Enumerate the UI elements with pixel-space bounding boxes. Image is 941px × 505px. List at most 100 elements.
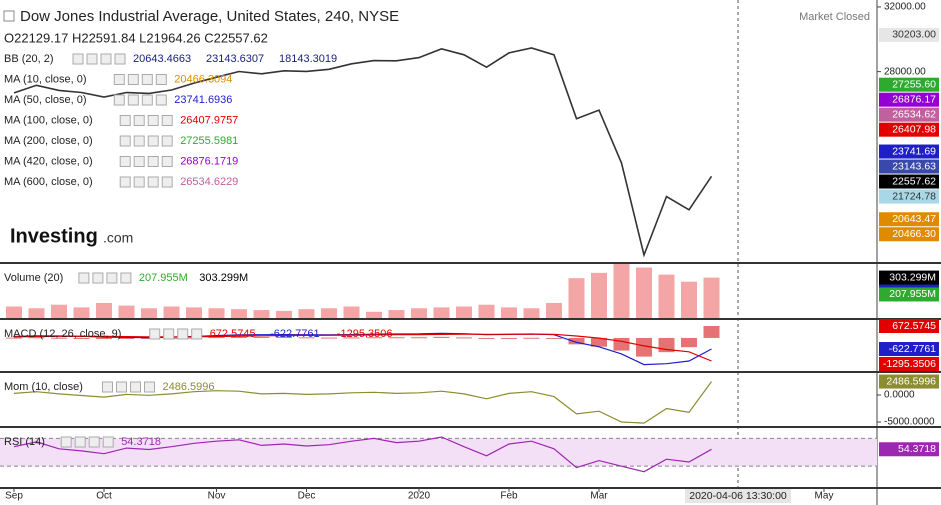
price-label bbox=[879, 77, 939, 92]
legend-name: MA (100, close, 0) bbox=[4, 114, 93, 126]
price-label-text: 207.955M bbox=[889, 288, 936, 300]
bar bbox=[568, 278, 585, 318]
price-label-text: 22557.62 bbox=[892, 175, 936, 187]
bar bbox=[208, 308, 225, 318]
bar bbox=[478, 304, 495, 318]
series-line bbox=[13, 47, 713, 258]
bar bbox=[636, 267, 652, 318]
legend-icon bbox=[92, 272, 104, 284]
bar bbox=[456, 306, 472, 318]
bar bbox=[613, 337, 630, 351]
legend-icon bbox=[120, 272, 132, 284]
legend-icon bbox=[147, 115, 159, 126]
bar bbox=[321, 337, 337, 339]
bar bbox=[186, 307, 202, 318]
bar bbox=[433, 307, 450, 318]
price-label bbox=[879, 122, 939, 137]
chart-title: Dow Jones Industrial Average, United Sta… bbox=[20, 8, 399, 25]
legend-icon bbox=[163, 328, 175, 340]
legend-icon bbox=[113, 74, 125, 85]
price-label bbox=[879, 212, 939, 227]
legend-icon bbox=[72, 53, 84, 65]
legend-icon bbox=[161, 156, 173, 167]
legend-icon bbox=[147, 135, 159, 147]
bar bbox=[6, 337, 22, 339]
price-label-text: 23741.69 bbox=[892, 145, 936, 157]
bar bbox=[276, 336, 292, 338]
legend-icon bbox=[74, 436, 86, 448]
legend-name: MA (420, close, 0) bbox=[4, 155, 93, 167]
bar bbox=[73, 337, 90, 339]
legend-icon bbox=[161, 135, 173, 147]
price-label bbox=[879, 92, 939, 107]
bar bbox=[231, 309, 247, 318]
bar bbox=[366, 337, 382, 339]
legend-value: 20643.4663 bbox=[133, 53, 191, 65]
legend-name: Volume (20) bbox=[4, 272, 63, 284]
price-label-text: 26534.62 bbox=[892, 108, 936, 120]
bar bbox=[343, 337, 360, 339]
price-label-text: 30203.00 bbox=[892, 29, 936, 41]
bar bbox=[366, 311, 382, 318]
bar bbox=[321, 308, 337, 318]
price-label-text: 20466.30 bbox=[892, 228, 936, 240]
price-label bbox=[879, 357, 939, 372]
bar bbox=[388, 337, 405, 339]
bar bbox=[51, 337, 67, 339]
price-label bbox=[879, 159, 939, 174]
legend-icon bbox=[161, 115, 173, 126]
bar bbox=[28, 308, 45, 318]
bar bbox=[96, 302, 112, 318]
series-line bbox=[13, 436, 712, 473]
legend-icon bbox=[147, 156, 159, 167]
bar bbox=[591, 272, 607, 318]
legend-value: 27255.5981 bbox=[180, 135, 238, 147]
price-label bbox=[879, 174, 939, 189]
bar bbox=[456, 337, 472, 339]
y-tick-label: 0.0000 bbox=[884, 390, 915, 401]
price-label bbox=[879, 144, 939, 159]
bar bbox=[231, 336, 247, 338]
market-status: Market Closed bbox=[799, 11, 870, 23]
legend-icon bbox=[161, 176, 173, 188]
legend-icon bbox=[133, 115, 145, 126]
legend-value: 2486.5996 bbox=[163, 381, 215, 393]
price-label bbox=[879, 287, 939, 302]
bar bbox=[523, 308, 540, 318]
bar bbox=[658, 274, 675, 318]
bar bbox=[118, 305, 135, 318]
legend-value: 26876.1719 bbox=[180, 155, 238, 167]
legend-icon bbox=[119, 176, 131, 188]
price-label bbox=[879, 342, 939, 357]
bar bbox=[298, 337, 315, 339]
bar bbox=[51, 304, 67, 318]
y-tick-label: 32000.00 bbox=[884, 2, 926, 13]
price-label bbox=[879, 27, 939, 42]
bar bbox=[501, 337, 517, 339]
legend-icon bbox=[106, 272, 118, 284]
legend-name: MA (200, close, 0) bbox=[4, 135, 93, 147]
bar bbox=[118, 337, 135, 339]
legend-value: 26407.9757 bbox=[180, 114, 238, 126]
bar bbox=[546, 337, 562, 339]
legend-value: 303.299M bbox=[199, 272, 248, 284]
legend-icon bbox=[133, 156, 145, 167]
legend-icon bbox=[119, 156, 131, 167]
legend-name: MA (600, close, 0) bbox=[4, 176, 93, 188]
legend-icon bbox=[191, 328, 203, 340]
legend-value: 23741.6936 bbox=[174, 94, 232, 106]
legend-icon bbox=[177, 328, 189, 340]
legend-icon bbox=[127, 74, 139, 85]
legend-icon bbox=[133, 176, 145, 188]
x-tick-label: May bbox=[815, 491, 834, 502]
bar bbox=[478, 337, 495, 339]
legend-icon bbox=[133, 135, 145, 147]
bar bbox=[388, 310, 405, 318]
collapse-icon[interactable] bbox=[3, 10, 15, 22]
price-label bbox=[879, 107, 939, 122]
legend-icon bbox=[60, 436, 72, 448]
bar bbox=[613, 264, 630, 318]
legend-name: MACD (12, 26, close, 9) bbox=[4, 328, 121, 340]
cursor-label-bg bbox=[685, 489, 791, 503]
